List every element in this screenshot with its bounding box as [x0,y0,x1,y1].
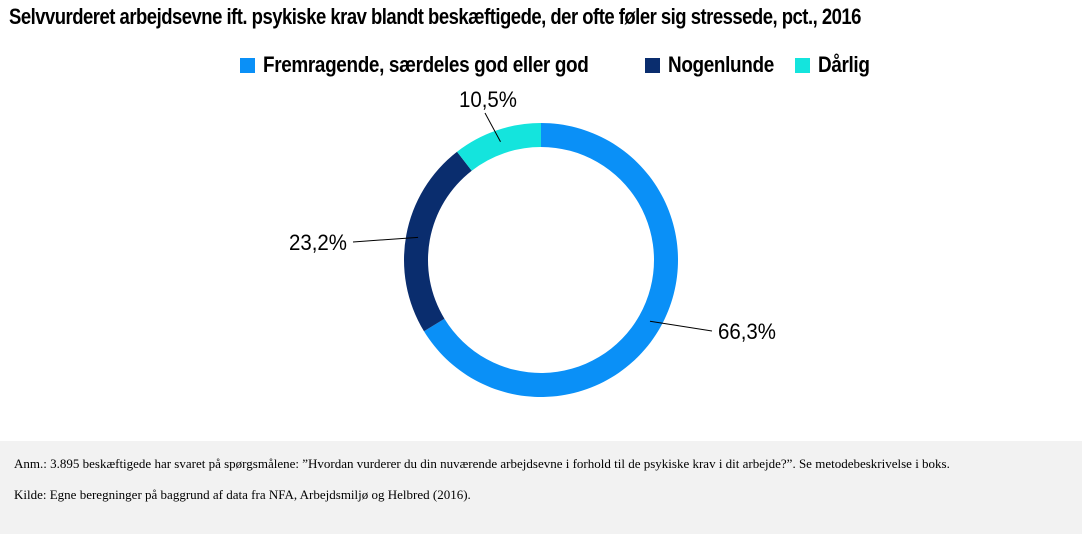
leader-line-fremragende [649,320,713,332]
data-label-darlig: 10,5% [459,87,517,112]
legend: Fremragende, særdeles god eller god Noge… [0,52,1082,78]
legend-label-fremragende: Fremragende, særdeles god eller god [262,52,589,77]
legend-item-fremragende: Fremragende, særdeles god eller god [239,52,617,78]
legend-swatch-nogenlunde [645,57,661,73]
leader-line-nogenlunde [352,236,419,243]
note-anm: Anm.: 3.895 beskæftigede har svaret på s… [14,456,950,471]
donut-slice-darlig [457,123,541,171]
note-box: Anm.: 3.895 beskæftigede har svaret på s… [0,441,1082,534]
donut-chart: 66,3% 23,2% 10,5% [289,87,776,397]
note-source: Kilde: Egne beregninger på baggrund af d… [14,487,471,502]
legend-label-darlig: Dårlig [818,52,870,77]
legend-label-nogenlunde: Nogenlunde [668,52,775,77]
legend-item-darlig: Dårlig [795,52,870,78]
legend-swatch-fremragende [239,57,255,73]
data-label-nogenlunde: 23,2% [289,230,347,255]
data-label-fremragende: 66,3% [718,319,776,344]
legend-item-nogenlunde: Nogenlunde [645,52,774,78]
chart-title: Selvvurderet arbejdsevne ift. psykiske k… [9,4,861,29]
leader-line-darlig [484,112,501,142]
legend-swatch-darlig [795,57,811,73]
donut-slice-nogenlunde [403,151,472,332]
